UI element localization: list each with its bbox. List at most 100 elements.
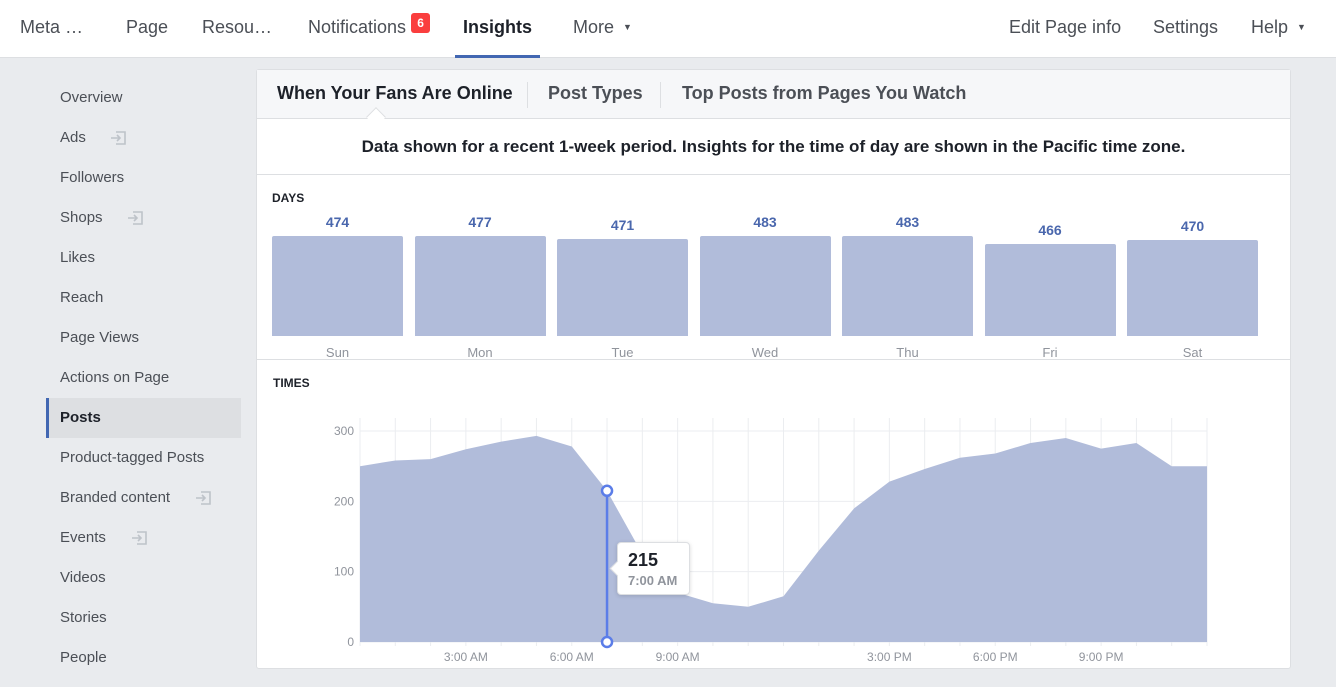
day-bar[interactable]: [984, 243, 1116, 336]
tooltip-time: 7:00 AM: [628, 573, 678, 588]
nav-help[interactable]: Help ▼: [1251, 0, 1306, 58]
y-tick-label: 200: [334, 494, 354, 508]
sidebar-item-label: People: [60, 649, 107, 666]
sidebar-item-label: Videos: [60, 569, 106, 586]
day-bar[interactable]: [557, 239, 688, 336]
caret-down-icon: ▼: [1297, 22, 1306, 32]
day-value-label: 483: [753, 214, 777, 230]
insights-sidebar: Overview Ads Followers Shops Likes Reach…: [46, 78, 241, 678]
day-value-label: 483: [895, 214, 920, 230]
day-value-label: 471: [610, 217, 635, 234]
caret-down-icon: ▼: [623, 22, 632, 32]
sidebar-item-product-tagged-posts[interactable]: Product-tagged Posts: [46, 438, 241, 478]
day-value-label: 466: [1038, 221, 1062, 238]
x-tick-label: 9:00 AM: [656, 650, 700, 664]
nav-notifications[interactable]: Notifications 6: [308, 0, 431, 58]
external-link-icon: [196, 491, 211, 505]
y-tick-label: 0: [347, 635, 354, 649]
nav-more[interactable]: More ▼: [573, 0, 632, 58]
nav-meta[interactable]: Meta …: [20, 17, 84, 37]
day-axis-label: Tue: [611, 345, 634, 360]
notifications-badge: 6: [411, 13, 431, 33]
nav-more-label: More: [573, 17, 615, 37]
insights-tabs: When Your Fans Are Online Post Types Top…: [257, 70, 1290, 127]
sidebar-item-label: Events: [60, 529, 106, 546]
sidebar-item-reach[interactable]: Reach: [46, 278, 241, 318]
x-tick-label: 3:00 AM: [444, 650, 488, 664]
insights-panel: When Your Fans Are Online Post Types Top…: [256, 69, 1291, 669]
nav-resources[interactable]: Resou…: [202, 17, 273, 37]
x-tick-label: 9:00 PM: [1079, 650, 1124, 664]
sidebar-item-page-views[interactable]: Page Views: [46, 318, 241, 358]
sidebar-item-shops[interactable]: Shops: [46, 198, 241, 238]
day-value-label: 470: [1180, 218, 1205, 234]
sidebar-item-people[interactable]: People: [46, 638, 241, 678]
nav-page[interactable]: Page: [126, 17, 169, 37]
days-bar-chart: 474 Sun 477 Mon 471 Tue 483 Wed 483 Thu 466 Fri 470 S…: [272, 210, 1258, 360]
times-section-title: TIMES: [273, 376, 310, 390]
day-column-sun: 474 Sun: [272, 210, 403, 360]
day-value-label: 477: [468, 214, 492, 230]
sidebar-item-label: Stories: [60, 609, 107, 626]
external-link-icon: [132, 531, 147, 545]
tab-separator: [527, 82, 528, 108]
day-axis-label: Sun: [325, 345, 350, 360]
day-column-wed: 483 Wed: [699, 210, 831, 360]
sidebar-item-label: Ads: [60, 129, 86, 146]
external-link-icon: [128, 211, 143, 225]
days-section-title: DAYS: [272, 191, 305, 205]
sidebar-item-stories[interactable]: Stories: [46, 598, 241, 638]
times-area-chart: 0 100 200 300 3:00 AM 6:00 AM 9:00 AM 3:00 PM 6:…: [334, 418, 1208, 664]
day-bar[interactable]: [842, 236, 973, 336]
sidebar-item-videos[interactable]: Videos: [46, 558, 241, 598]
sidebar-item-label: Actions on Page: [60, 369, 170, 386]
nav-help-label: Help: [1251, 17, 1289, 37]
day-column-thu: 483 Thu: [842, 210, 973, 360]
sidebar-item-likes[interactable]: Likes: [46, 238, 241, 278]
day-axis-label: Mon: [467, 345, 493, 360]
day-value-label: 474: [325, 214, 350, 231]
sidebar-item-events[interactable]: Events: [46, 518, 241, 558]
day-column-mon: 477 Mon: [414, 210, 546, 360]
sidebar-item-label: Overview: [60, 89, 123, 106]
nav-notifications-label: Notifications: [308, 17, 407, 37]
day-bar[interactable]: [1127, 240, 1258, 336]
day-column-tue: 471 Tue: [557, 210, 688, 360]
sidebar-item-overview[interactable]: Overview: [46, 78, 241, 118]
sidebar-item-posts[interactable]: Posts: [46, 398, 241, 438]
sidebar-item-label: Posts: [60, 409, 101, 426]
nav-settings[interactable]: Settings: [1153, 17, 1219, 37]
day-bar[interactable]: [272, 236, 403, 336]
sidebar-item-label: Shops: [60, 209, 103, 226]
day-bar[interactable]: [414, 236, 546, 336]
tab-separator: [660, 82, 661, 108]
tab-when-fans-online[interactable]: When Your Fans Are Online: [277, 83, 513, 103]
x-tick-label: 6:00 PM: [973, 650, 1018, 664]
top-navigation: Meta … Page Resou… Notifications 6 Insigh…: [0, 0, 1336, 58]
sidebar-item-label: Page Views: [60, 329, 139, 346]
highlight-marker-bottom: [600, 635, 614, 649]
day-bar[interactable]: [699, 236, 831, 336]
day-column-fri: 466 Fri: [984, 210, 1116, 360]
sidebar-item-branded-content[interactable]: Branded content: [46, 478, 241, 518]
external-link-icon: [111, 131, 126, 145]
tab-top-posts-pages-you-watch[interactable]: Top Posts from Pages You Watch: [682, 83, 967, 103]
info-text: Data shown for a recent 1-week period. I…: [257, 119, 1290, 175]
day-column-sat: 470 Sat: [1127, 210, 1258, 360]
tab-post-types[interactable]: Post Types: [548, 83, 643, 103]
section-divider: [257, 359, 1290, 360]
sidebar-item-label: Likes: [60, 249, 96, 266]
sidebar-item-label: Followers: [60, 169, 125, 186]
nav-insights[interactable]: Insights: [454, 0, 541, 58]
sidebar-item-followers[interactable]: Followers: [46, 158, 241, 198]
day-axis-label: Fri: [1042, 345, 1058, 360]
sidebar-item-actions-on-page[interactable]: Actions on Page: [46, 358, 241, 398]
sidebar-item-label: Branded content: [60, 489, 171, 506]
chart-tooltip: 215 7:00 AM: [617, 542, 690, 595]
times-area-series: [360, 435, 1207, 642]
sidebar-item-label: Product-tagged Posts: [60, 449, 205, 466]
nav-edit-page-info[interactable]: Edit Page info: [1009, 17, 1122, 37]
sidebar-item-ads[interactable]: Ads: [46, 118, 241, 158]
highlight-marker-top: [600, 484, 614, 498]
tooltip-value: 215: [628, 550, 659, 570]
